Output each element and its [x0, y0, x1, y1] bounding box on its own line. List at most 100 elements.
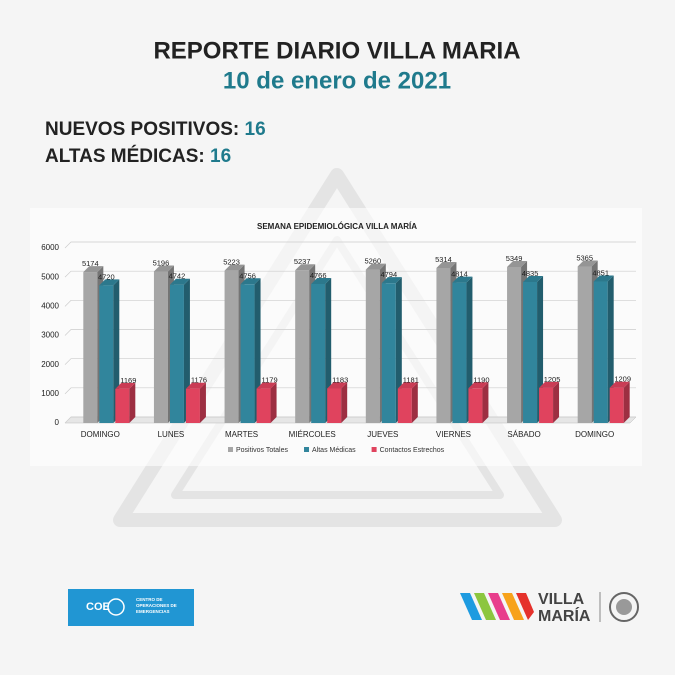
- bar-front: [224, 270, 239, 423]
- stat-value: 16: [210, 146, 231, 167]
- bar-side: [199, 382, 206, 423]
- bar-top: [153, 265, 174, 272]
- bar: [115, 382, 136, 423]
- x-tick-label: MIÉRCOLES: [289, 430, 336, 439]
- bar-front: [609, 387, 624, 423]
- data-label: 1209: [614, 375, 631, 384]
- data-label: 1181: [403, 376, 419, 385]
- data-label: 4835: [522, 269, 539, 278]
- bar: [539, 381, 560, 423]
- bar-top: [240, 278, 261, 285]
- bar-front: [577, 266, 592, 423]
- data-label: 5349: [506, 254, 523, 263]
- data-label: 5365: [576, 254, 593, 263]
- bar-side: [341, 382, 348, 423]
- bar: [99, 279, 120, 423]
- bar-front: [256, 388, 271, 423]
- data-label: 1169: [120, 376, 136, 385]
- brand-text: MARÍA: [538, 606, 591, 625]
- y-tick-label: 3000: [41, 331, 59, 340]
- bar-top: [381, 277, 402, 284]
- bar-top: [452, 276, 473, 283]
- bar-top: [577, 260, 598, 267]
- x-tick-label: SÁBADO: [507, 430, 540, 439]
- bar-front: [468, 388, 483, 423]
- y-tick-label: 4000: [41, 301, 59, 310]
- bar-side: [270, 382, 277, 423]
- data-label: 4742: [169, 272, 186, 281]
- bar-side: [623, 381, 630, 423]
- data-label: 1190: [473, 375, 489, 384]
- bar-front: [240, 284, 255, 423]
- coe-name: COE: [86, 601, 110, 613]
- stat-label: ALTAS MÉDICAS:: [45, 145, 205, 167]
- data-label: 4720: [98, 272, 115, 281]
- bar-top: [311, 277, 332, 284]
- coe-text: EMERGENCIAS: [136, 609, 170, 614]
- x-tick-label: DOMINGO: [81, 430, 120, 439]
- x-tick-label: DOMINGO: [575, 430, 614, 439]
- bar-top: [256, 382, 277, 389]
- stat: ALTAS MÉDICAS: 16: [45, 145, 231, 167]
- bar-front: [436, 268, 451, 423]
- data-label: 4766: [310, 271, 327, 280]
- bar-front: [539, 387, 554, 423]
- x-tick-label: MARTES: [225, 430, 258, 439]
- bar-side: [411, 382, 418, 423]
- chart: 0 1000 2000 3000 4000 5000 6000 DOMINGO 5174 4720…: [41, 241, 637, 454]
- bar-top: [169, 278, 190, 285]
- data-label: 4756: [239, 271, 256, 280]
- coe-icon: [107, 598, 125, 616]
- legend-swatch: [228, 447, 233, 452]
- legend-label: Altas Médicas: [312, 447, 356, 454]
- x-tick-label: LUNES: [158, 430, 185, 439]
- stat-label: NUEVOS POSITIVOS:: [45, 119, 239, 140]
- data-label: 1183: [332, 375, 348, 384]
- bar: [185, 382, 206, 423]
- bar-side: [129, 382, 136, 423]
- data-label: 1176: [191, 376, 207, 385]
- data-label: 5260: [364, 257, 381, 266]
- bar-top: [83, 266, 104, 273]
- coe-logo: [68, 589, 194, 626]
- bar-front: [169, 284, 184, 423]
- data-label: 5223: [223, 258, 240, 267]
- y-tick-label: 5000: [41, 272, 59, 281]
- data-label: 1205: [544, 375, 561, 384]
- bar-top: [397, 382, 418, 389]
- y-tick-label: 0: [55, 418, 60, 427]
- chart-panel: [30, 208, 642, 466]
- bar: [256, 382, 277, 423]
- data-label: 5237: [294, 257, 311, 266]
- x-tick-label: VIERNES: [436, 430, 471, 439]
- bar-side: [553, 381, 560, 423]
- bar-top: [365, 263, 386, 270]
- brand-text: VILLA: [538, 591, 585, 608]
- bar-top: [593, 275, 614, 282]
- bar-front: [99, 285, 114, 423]
- bar: [397, 382, 418, 423]
- bar-front: [507, 266, 522, 423]
- legend-label: Contactos Estrechos: [380, 447, 445, 454]
- data-label: 1179: [261, 376, 277, 385]
- bar-front: [83, 272, 98, 423]
- legend-swatch: [304, 447, 310, 452]
- bar-top: [609, 381, 630, 388]
- bar-front: [153, 271, 168, 423]
- chart-title: SEMANA EPIDEMIOLÓGICA VILLA MARÍA: [257, 222, 417, 231]
- stat-value: 16: [245, 119, 266, 140]
- data-label: 4851: [592, 268, 609, 277]
- legend-swatch: [371, 447, 377, 452]
- bar-top: [327, 382, 348, 389]
- coe-text: OPERACIONES DE: [136, 603, 177, 608]
- x-tick-label: JUEVES: [367, 430, 398, 439]
- bar-top: [99, 279, 120, 286]
- bar-top: [115, 382, 136, 389]
- bar: [327, 382, 348, 423]
- data-label: 5196: [153, 258, 170, 267]
- bar-front: [365, 269, 380, 423]
- coe-text: CENTRO DE: [136, 597, 163, 602]
- bar-front: [523, 281, 538, 423]
